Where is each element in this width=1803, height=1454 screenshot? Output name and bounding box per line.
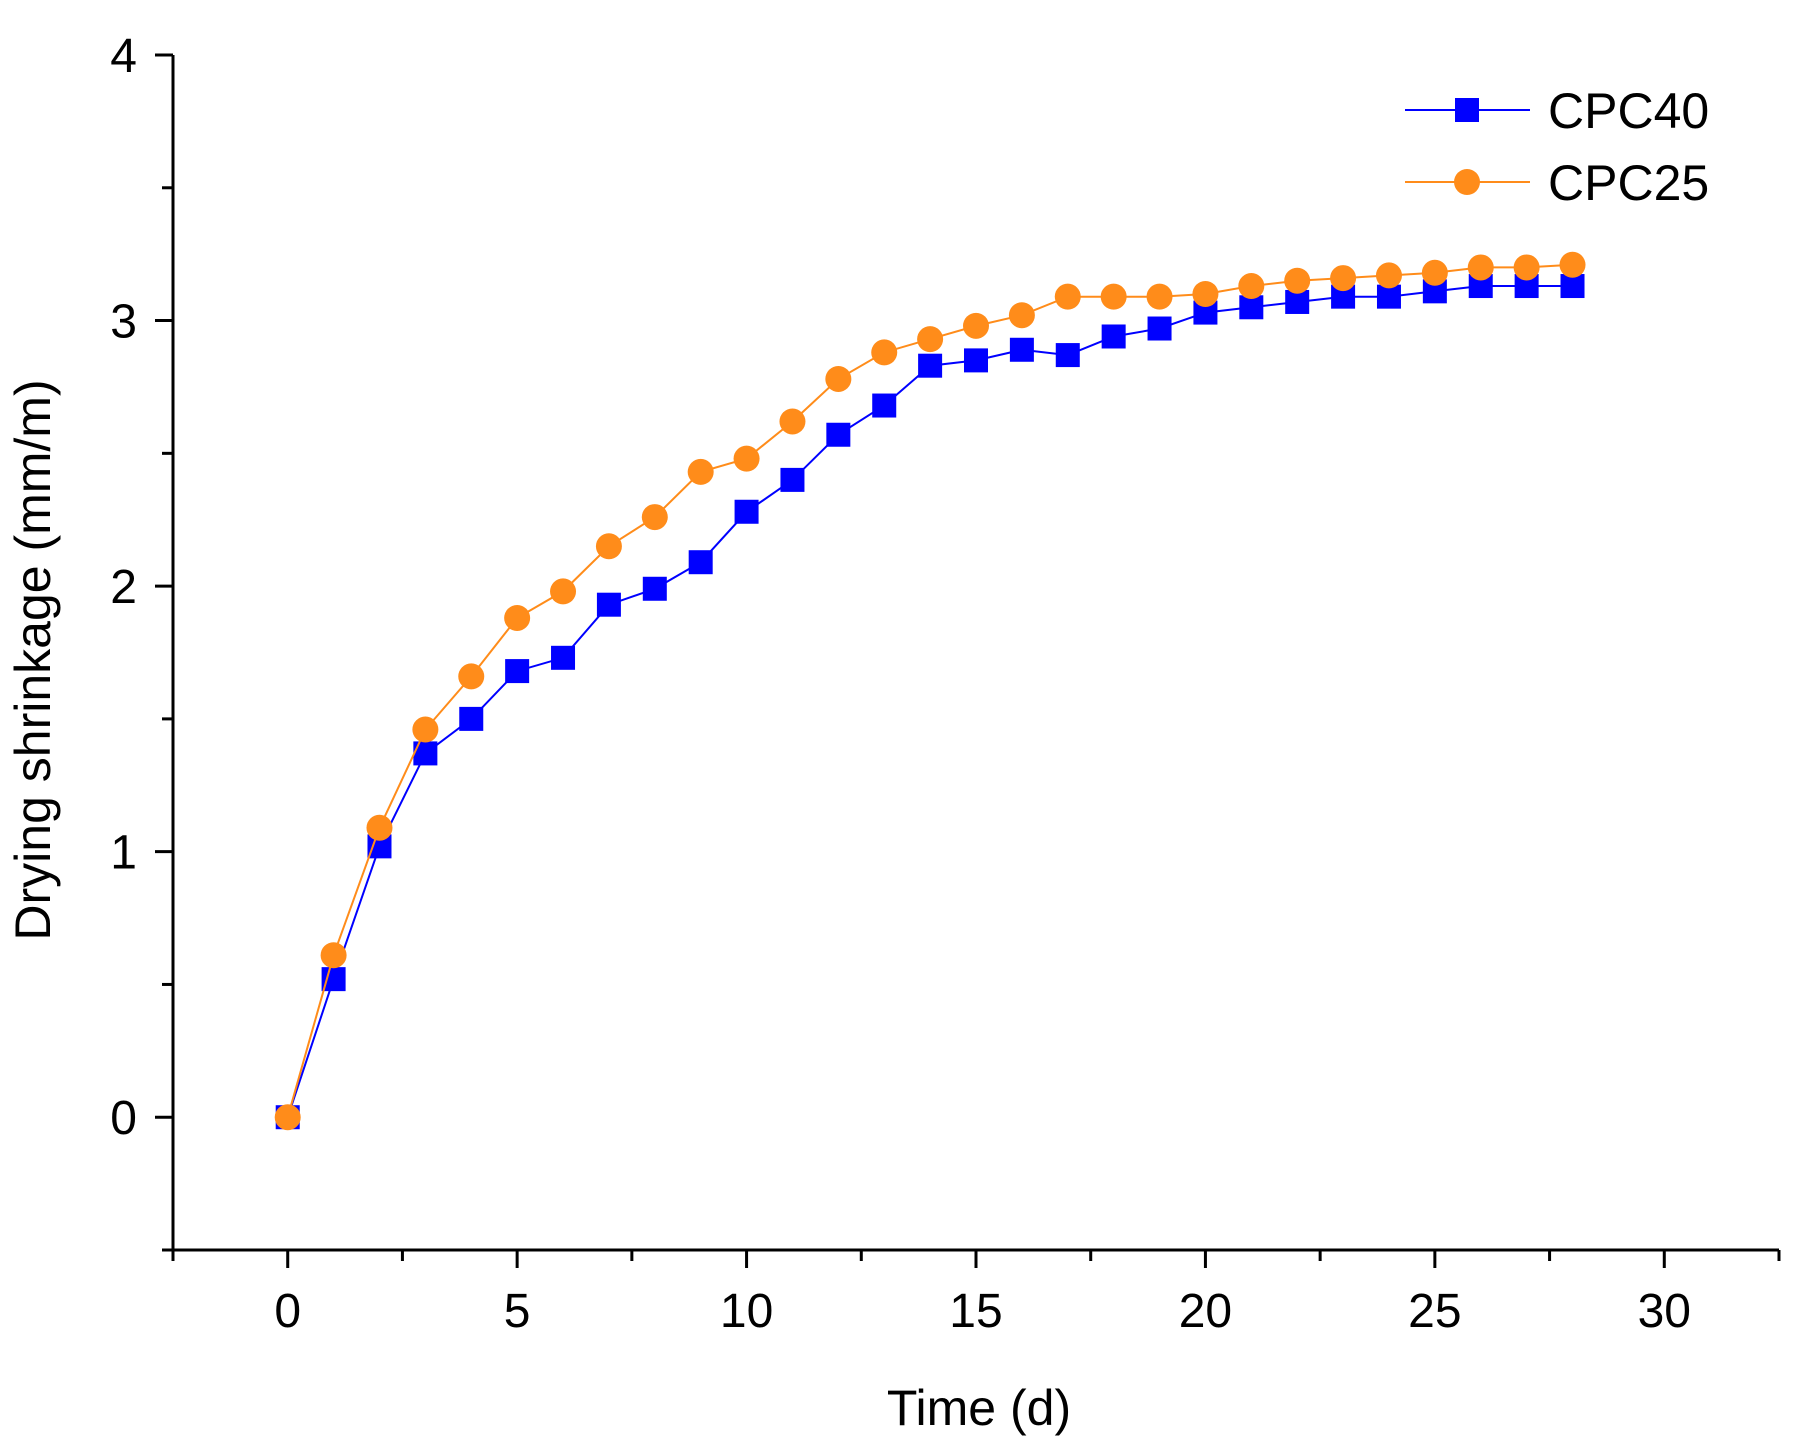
data-point-cpc25 <box>1421 259 1448 286</box>
y-tick-label: 4 <box>110 30 137 83</box>
series-layer <box>274 251 1586 1131</box>
y-tick-label: 3 <box>110 296 137 349</box>
y-tick-label: 2 <box>110 561 137 614</box>
data-point-cpc40 <box>551 645 576 670</box>
legend-marker-cpc40 <box>1455 98 1479 122</box>
data-point-cpc25 <box>917 326 944 353</box>
data-point-cpc25 <box>504 604 531 631</box>
data-point-cpc25 <box>1054 283 1081 310</box>
data-point-cpc25 <box>641 504 668 531</box>
legend-marker-cpc25 <box>1454 169 1480 195</box>
x-tick-label: 10 <box>720 1285 773 1338</box>
data-point-cpc40 <box>964 348 988 373</box>
legend-item-cpc25: CPC25 <box>1405 155 1709 211</box>
axes: 0 5 10 15 20 25 30 0 1 2 3 4 <box>110 30 1781 1338</box>
data-point-cpc25 <box>1008 302 1035 329</box>
data-point-cpc40 <box>1560 274 1585 299</box>
data-point-cpc25 <box>1513 254 1540 281</box>
data-point-cpc25 <box>1238 273 1265 300</box>
x-tick-label: 0 <box>274 1285 301 1338</box>
data-point-cpc40 <box>688 550 713 575</box>
y-tick-label: 0 <box>110 1092 137 1145</box>
x-tick-label: 25 <box>1408 1285 1461 1338</box>
data-point-cpc40 <box>321 967 346 992</box>
data-point-cpc40 <box>872 393 897 418</box>
data-point-cpc40 <box>505 659 530 684</box>
legend-label-cpc40: CPC40 <box>1548 83 1709 139</box>
data-point-cpc25 <box>274 1104 301 1131</box>
data-point-cpc40 <box>780 467 805 492</box>
legend-item-cpc40: CPC40 <box>1405 83 1709 139</box>
data-point-cpc40 <box>596 592 621 617</box>
data-point-cpc25 <box>320 942 347 969</box>
data-point-cpc25 <box>1467 254 1494 281</box>
x-axis-title: Time (d) <box>887 1380 1071 1436</box>
data-point-cpc25 <box>1375 262 1402 289</box>
data-point-cpc40 <box>734 499 759 524</box>
data-point-cpc25 <box>1284 267 1311 294</box>
data-point-cpc25 <box>733 445 760 472</box>
data-point-cpc25 <box>1559 251 1586 278</box>
data-point-cpc40 <box>1101 324 1126 349</box>
data-point-cpc25 <box>963 312 989 339</box>
x-tick-label: 5 <box>504 1285 531 1338</box>
data-point-cpc25 <box>366 814 393 841</box>
y-axis-title: Drying shrinkage (mm/m) <box>5 379 61 940</box>
series-cpc40 <box>275 274 1585 1130</box>
legend-label-cpc25: CPC25 <box>1548 155 1709 211</box>
data-point-cpc25 <box>779 408 806 435</box>
data-point-cpc25 <box>687 458 714 485</box>
data-point-cpc25 <box>1100 283 1127 310</box>
data-point-cpc40 <box>918 353 943 378</box>
data-point-cpc25 <box>1192 281 1219 307</box>
data-point-cpc40 <box>826 422 851 447</box>
x-tick-label: 30 <box>1638 1285 1691 1338</box>
data-point-cpc40 <box>642 576 667 601</box>
data-point-cpc40 <box>1376 284 1401 309</box>
series-line-cpc40 <box>286 285 1573 1118</box>
series-cpc25 <box>274 251 1586 1131</box>
data-point-cpc25 <box>1330 265 1357 292</box>
data-point-cpc25 <box>412 716 439 743</box>
legend: CPC40 CPC25 <box>1405 83 1709 211</box>
data-point-cpc40 <box>413 741 438 766</box>
data-point-cpc25 <box>825 365 852 392</box>
x-tick-label: 15 <box>949 1285 1002 1338</box>
data-point-cpc40 <box>459 706 484 731</box>
data-point-cpc40 <box>1285 289 1310 314</box>
data-point-cpc40 <box>1009 337 1034 362</box>
data-point-cpc25 <box>458 663 485 690</box>
data-point-cpc25 <box>1146 283 1173 310</box>
series-line-cpc25 <box>286 263 1573 1118</box>
data-point-cpc40 <box>1147 316 1172 341</box>
x-tick-label: 20 <box>1179 1285 1232 1338</box>
data-point-cpc25 <box>550 578 577 605</box>
y-tick-label: 1 <box>110 827 137 880</box>
data-point-cpc25 <box>595 533 622 560</box>
data-point-cpc25 <box>871 339 898 366</box>
data-point-cpc40 <box>1239 295 1264 320</box>
data-point-cpc40 <box>1055 343 1080 368</box>
